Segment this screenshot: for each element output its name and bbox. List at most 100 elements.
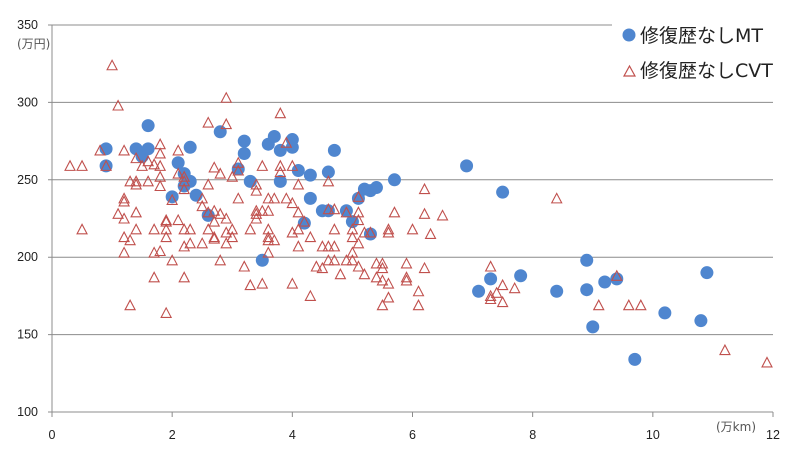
cvt-point — [172, 213, 185, 226]
cvt-point — [406, 223, 419, 235]
cvt-point — [76, 159, 88, 171]
mt-point — [141, 119, 155, 133]
cvt-point — [400, 271, 413, 283]
cvt-point — [154, 159, 167, 171]
mt-point — [165, 190, 179, 204]
cvt-point — [118, 246, 131, 258]
cvt-point — [436, 209, 449, 221]
cvt-point — [256, 159, 269, 171]
y-tick-label: 350 — [17, 18, 38, 32]
mt-point — [628, 352, 642, 366]
cvt-point — [280, 192, 293, 204]
y-tick-labels: 100 150 200 250 300 350 — [17, 18, 38, 419]
cvt-point — [340, 206, 353, 218]
cvt-point — [334, 268, 347, 280]
cvt-point — [508, 281, 521, 294]
mt-point — [598, 275, 612, 289]
mt-point — [327, 143, 341, 157]
legend-background — [612, 20, 802, 90]
cvt-point — [484, 292, 497, 305]
cvt-point — [244, 278, 257, 291]
cvt-point — [346, 254, 359, 266]
x-tick-label: 2 — [169, 428, 176, 442]
cvt-point — [172, 167, 185, 179]
cvt-point — [370, 271, 383, 283]
mt-point — [99, 159, 113, 173]
cvt-point — [148, 271, 161, 283]
cvt-point — [286, 196, 299, 209]
cvt-point — [352, 237, 365, 249]
cvt-point — [220, 117, 233, 130]
mt-point — [472, 284, 486, 298]
mt-point — [694, 314, 708, 328]
mt-point — [369, 181, 383, 195]
cvt-point — [232, 192, 245, 204]
x-tick-label: 8 — [529, 428, 536, 442]
mt-point — [267, 129, 281, 143]
mt-point — [273, 174, 287, 188]
cvt-point — [214, 254, 227, 266]
cvt-point — [352, 206, 365, 218]
cvt-point — [178, 271, 191, 283]
cvt-point — [622, 299, 635, 311]
cvt-point — [256, 204, 269, 216]
cvt-point — [286, 277, 299, 289]
cvt-point — [346, 246, 359, 258]
cvt-point — [262, 223, 275, 235]
cvt-point — [154, 138, 167, 150]
cvt-point — [322, 175, 335, 187]
x-axis-unit-label: (万km) — [716, 420, 756, 434]
cvt-point — [340, 254, 353, 266]
cvt-point — [214, 167, 227, 179]
cvt-point — [328, 254, 341, 266]
cvt-point — [202, 116, 215, 128]
mt-point — [171, 156, 185, 170]
cvt-point — [160, 230, 173, 243]
mt-point — [610, 272, 624, 286]
cvt-point — [592, 299, 605, 311]
y-tick-label: 200 — [17, 250, 38, 264]
cvt-point — [418, 261, 431, 274]
y-tick-label: 300 — [17, 95, 38, 109]
mt-point — [460, 159, 474, 173]
cvt-point — [610, 269, 623, 281]
x-tick-label: 12 — [766, 428, 780, 442]
cvt-point — [719, 343, 731, 356]
axes — [51, 25, 774, 417]
cvt-point — [160, 223, 173, 235]
y-tick-label: 250 — [17, 173, 38, 187]
cvt-point — [352, 260, 365, 272]
cvt-point — [274, 165, 287, 178]
cvt-point — [316, 240, 329, 252]
cvt-point — [118, 230, 131, 243]
cvt-point — [178, 223, 191, 235]
cvt-point — [262, 230, 275, 243]
cvt-point — [208, 230, 221, 243]
cvt-point — [64, 159, 76, 171]
cvt-point — [166, 193, 179, 205]
cvt-point — [130, 178, 143, 190]
cvt-point — [268, 233, 281, 246]
cvt-point — [490, 286, 503, 298]
cvt-point — [412, 299, 425, 311]
cvt-point — [346, 223, 359, 235]
cvt-point — [250, 204, 263, 216]
cvt-point — [376, 299, 389, 311]
cvt-point — [328, 223, 341, 235]
cvt-point — [382, 291, 395, 303]
x-tick-label: 0 — [49, 428, 56, 442]
cvt-point — [106, 59, 118, 71]
cvt-point — [220, 212, 233, 224]
cvt-point — [322, 240, 335, 252]
legend-mt-label: 修復歴なしMT — [640, 25, 763, 47]
cvt-point — [184, 223, 197, 235]
cvt-point — [142, 175, 155, 187]
cvt-point — [142, 155, 155, 167]
cvt-point — [268, 192, 281, 204]
cvt-point — [160, 215, 173, 227]
cvt-point — [226, 170, 239, 182]
x-tick-label: 10 — [646, 428, 660, 442]
cvt-point — [262, 233, 275, 246]
mt-point — [273, 143, 287, 157]
cvt-point — [418, 207, 431, 219]
